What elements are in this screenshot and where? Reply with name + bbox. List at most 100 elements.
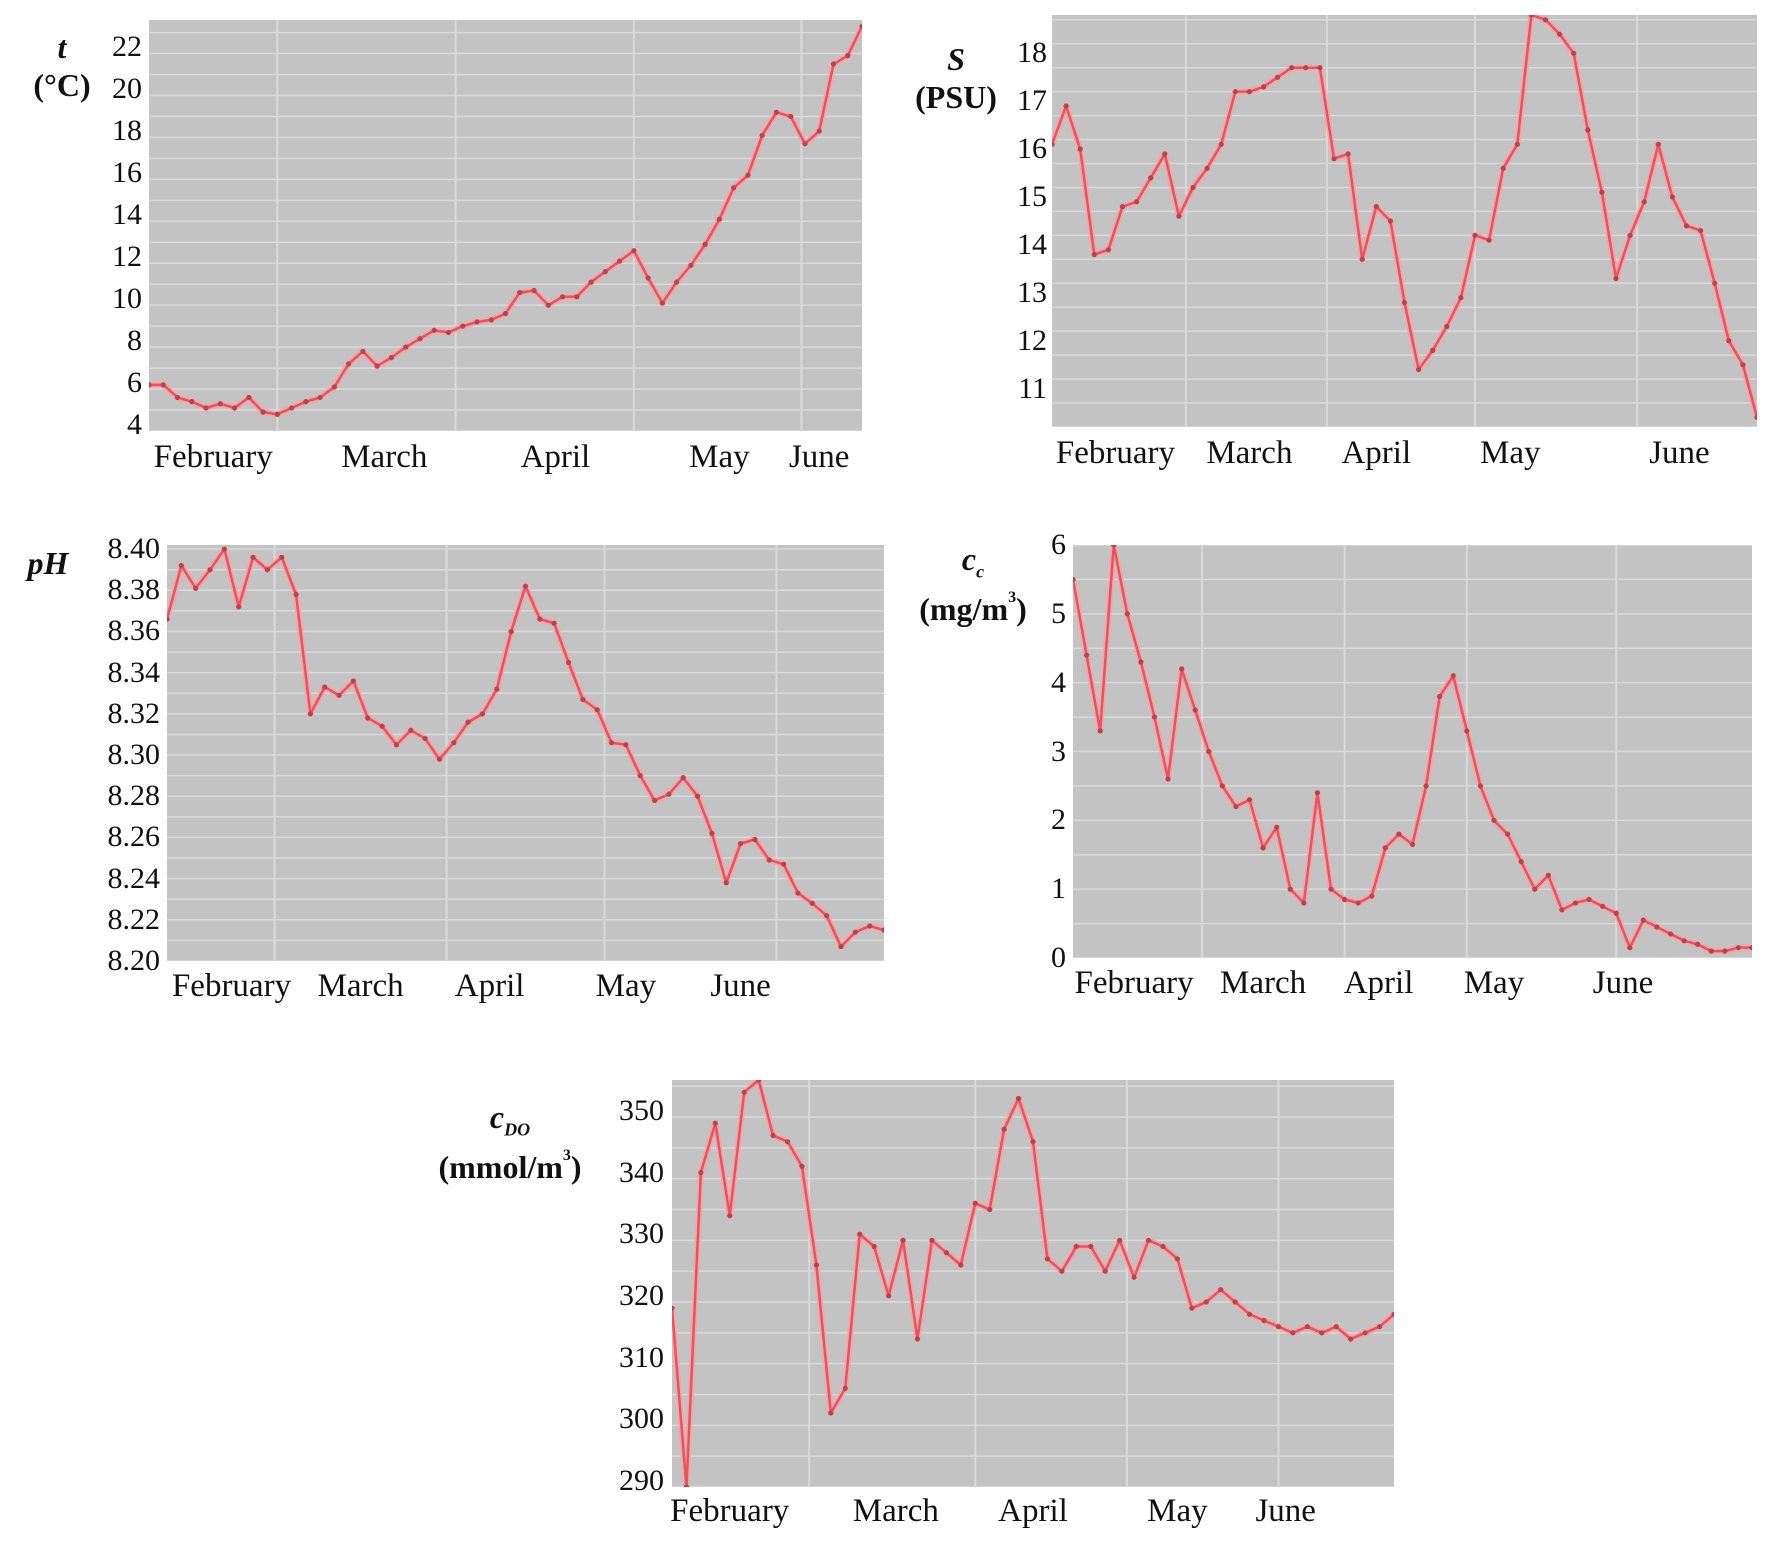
data-point-marker (346, 361, 352, 367)
data-point-marker (431, 327, 437, 333)
data-point-marker (1192, 707, 1198, 713)
data-point-marker (1683, 223, 1690, 229)
data-point-marker (816, 128, 822, 134)
chlorophyll-chart-svg (1073, 545, 1752, 958)
temperature-chart-svg (149, 20, 862, 431)
data-point-marker (1179, 666, 1185, 672)
data-point-marker (217, 401, 223, 407)
data-point-marker (802, 141, 808, 147)
data-point-marker (1450, 673, 1456, 679)
data-point-marker (1348, 1336, 1354, 1342)
data-point-marker (331, 384, 337, 390)
data-point-marker (631, 248, 637, 254)
x-tick-label-march: March (1220, 965, 1307, 1001)
data-point-marker (1722, 948, 1728, 954)
data-point-marker (1328, 886, 1334, 892)
x-tick-label-june: June (788, 439, 850, 475)
oxygen-axis-label: cDO (mmol/m3) (420, 1098, 600, 1186)
data-point-marker (698, 1169, 704, 1176)
data-point-marker (537, 616, 543, 622)
data-point-marker (1274, 824, 1280, 830)
data-point-marker (1260, 84, 1267, 90)
salinity-axis-label: S (PSU) (904, 40, 1008, 116)
y-tick-label: 3 (1051, 734, 1066, 768)
x-tick-label-april: April (1343, 965, 1414, 1001)
data-point-marker (1203, 1299, 1209, 1305)
x-tick-label-may: May (1480, 435, 1541, 471)
data-point-marker (1387, 218, 1393, 224)
y-tick-label: 17 (1017, 84, 1047, 118)
y-tick-label: 8.28 (107, 779, 161, 813)
data-point-marker (445, 329, 452, 336)
data-point-marker (1246, 797, 1253, 803)
data-point-marker (674, 279, 680, 285)
data-point-marker (559, 294, 566, 300)
data-point-marker (474, 319, 480, 325)
data-point-marker (1206, 748, 1212, 755)
data-point-marker (408, 727, 414, 733)
x-tick-label-february: February (670, 1493, 790, 1529)
data-point-marker (178, 562, 184, 569)
series-line (149, 25, 862, 416)
data-point-marker (374, 363, 380, 369)
x-tick-label-february: February (1055, 435, 1176, 471)
chlorophyll-unit: (mg/m3) (919, 589, 1027, 628)
data-point-marker (1189, 1305, 1195, 1311)
data-point-marker (712, 1120, 718, 1126)
y-tick-label: 8.24 (107, 861, 161, 895)
data-point-marker (1233, 803, 1239, 810)
data-point-marker (651, 797, 658, 803)
temperature-unit: (°C) (33, 67, 91, 103)
data-point-marker (1138, 659, 1144, 665)
data-point-marker (1260, 845, 1266, 851)
data-point-marker (1059, 1268, 1065, 1274)
data-point-marker (1001, 1126, 1007, 1132)
x-tick-label-june: June (710, 968, 771, 1004)
y-tick-label: 2 (1051, 803, 1066, 837)
y-tick-label: 8.36 (107, 614, 161, 648)
data-point-marker (565, 659, 572, 665)
data-point-marker (1423, 783, 1429, 789)
y-tick-label: 6 (127, 365, 142, 399)
y-tick-label: 300 (619, 1402, 664, 1436)
data-point-marker (494, 686, 500, 692)
data-point-marker (824, 913, 830, 919)
data-point-marker (1472, 232, 1478, 238)
data-point-marker (203, 405, 209, 411)
data-point-marker (1345, 151, 1351, 157)
data-point-marker (1491, 817, 1497, 823)
data-point-marker (852, 929, 858, 935)
data-point-marker (1528, 15, 1534, 18)
data-point-marker (1134, 199, 1140, 205)
x-tick-label-may: May (1463, 965, 1525, 1001)
y-tick-label: 320 (619, 1278, 664, 1312)
data-point-marker (1409, 841, 1416, 848)
data-point-marker (422, 735, 428, 742)
data-point-marker (1640, 917, 1646, 923)
data-point-marker (1015, 1095, 1022, 1102)
data-point-marker (264, 567, 270, 573)
data-point-marker (1342, 896, 1348, 903)
series-line-halo (149, 24, 862, 418)
oxygen-unit: (mmol/m3) (438, 1147, 582, 1186)
data-point-marker (1261, 1317, 1267, 1324)
data-point-marker (1373, 204, 1379, 210)
data-point-marker (1740, 362, 1746, 368)
data-point-marker (784, 1139, 791, 1145)
data-point-marker (279, 554, 285, 560)
data-point-marker (1669, 194, 1675, 200)
y-tick-label: 8.20 (107, 944, 161, 977)
data-point-marker (716, 216, 723, 222)
data-point-marker (1613, 275, 1619, 282)
y-tick-label: 6 (1051, 528, 1066, 561)
y-tick-label: 15 (1017, 180, 1047, 214)
data-point-marker (1160, 1243, 1166, 1250)
data-point-marker (1571, 50, 1577, 56)
data-point-marker (958, 1262, 964, 1268)
data-point-marker (417, 336, 423, 342)
x-tick-label-june: June (1649, 435, 1710, 471)
y-tick-label: 1 (1051, 872, 1066, 906)
x-tick-label-may: May (689, 439, 750, 475)
data-point-marker (1355, 900, 1361, 906)
data-point-marker (322, 684, 328, 690)
